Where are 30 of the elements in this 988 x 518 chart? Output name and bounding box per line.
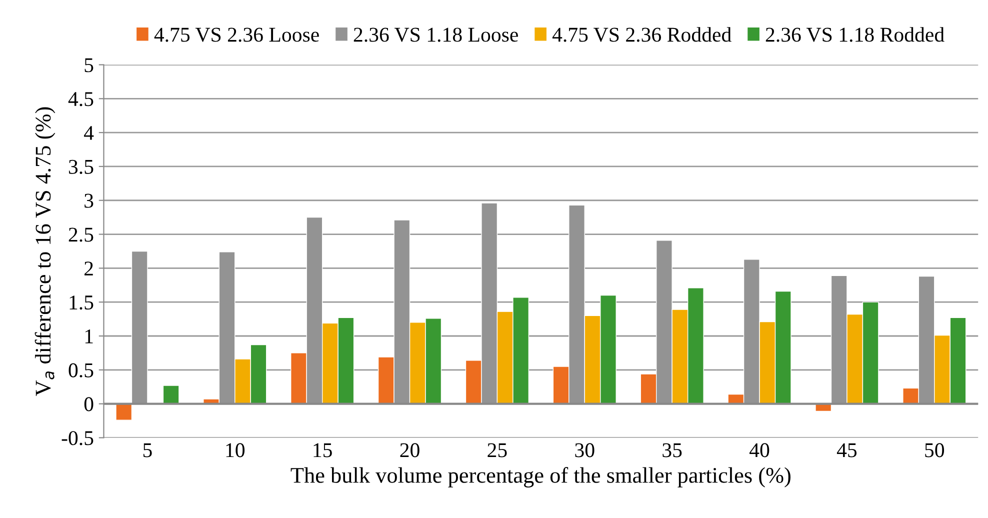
x-tick-label: 30 [575,443,594,458]
y-tick-label: -0.5 [62,431,94,446]
y-tick-label: 3 [84,194,94,208]
y-tick-label: 2 [84,262,93,276]
x-tick-label: 35 [662,443,682,458]
x-tick-label: 15 [314,443,332,458]
y-tick-label: 0.5 [68,363,94,378]
bar [162,385,180,404]
y-axis-title: V$_{a}$ difference to 16 VS 4.75 (%) [34,107,56,396]
y-tick-label: 2.5 [68,228,94,242]
y-tick-label: 5 [84,58,94,72]
x-tick-label: 20 [400,443,420,458]
y-tick-label: 1.5 [70,296,94,310]
legend-label: 2.36 VS 1.18 Loose [354,28,518,42]
y-tick-label: 4.5 [68,92,94,106]
x-tick-label: 25 [488,443,507,458]
bar [116,403,132,420]
y-tick-label: 3.5 [68,160,94,174]
legend-label: 4.75 VS 2.36 Loose [154,28,319,42]
x-tick-label: 5 [143,443,152,458]
y-tick-label: 0 [84,397,94,412]
legend-label: 4.75 VS 2.36 Rodded [552,27,732,42]
x-tick-label: 45 [836,443,857,458]
y-tick-label: 4 [84,126,94,140]
y-tick-label: 1 [85,329,93,344]
x-tick-label: 40 [750,443,770,458]
x-tick-label: 10 [226,443,245,458]
x-tick-label: 50 [925,443,944,458]
legend-label: 2.36 VS 1.18 Rodded [766,27,944,42]
x-axis-title: The bulk volume percentage of the smaller particles (%) [290,467,790,488]
